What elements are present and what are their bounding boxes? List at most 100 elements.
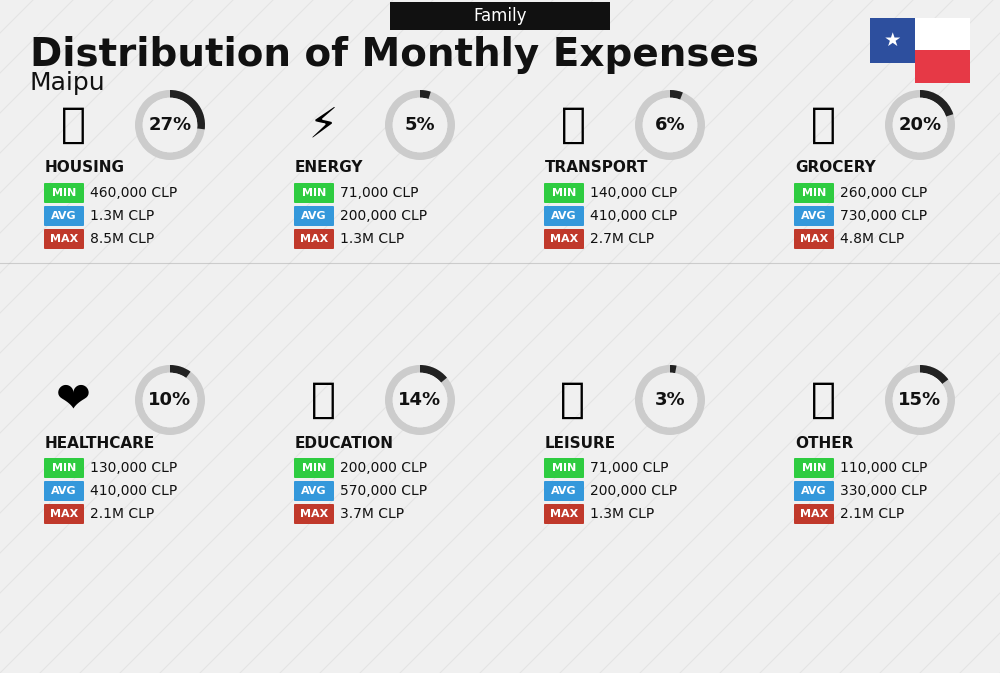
Text: 8.5M CLP: 8.5M CLP (90, 232, 154, 246)
Text: EDUCATION: EDUCATION (295, 435, 394, 450)
FancyBboxPatch shape (794, 229, 834, 249)
Wedge shape (385, 365, 455, 435)
Text: 71,000 CLP: 71,000 CLP (590, 461, 668, 475)
Text: MIN: MIN (802, 188, 826, 198)
Wedge shape (170, 90, 205, 129)
Text: 🛍️: 🛍️ (560, 379, 586, 421)
Text: ❤️: ❤️ (56, 379, 90, 421)
Text: 460,000 CLP: 460,000 CLP (90, 186, 177, 200)
Text: 200,000 CLP: 200,000 CLP (340, 461, 427, 475)
Wedge shape (635, 365, 705, 435)
Text: 2.1M CLP: 2.1M CLP (840, 507, 904, 521)
FancyBboxPatch shape (915, 18, 970, 83)
Text: 570,000 CLP: 570,000 CLP (340, 484, 427, 498)
Text: AVG: AVG (51, 211, 77, 221)
Text: MIN: MIN (302, 463, 326, 473)
FancyBboxPatch shape (44, 504, 84, 524)
Text: 20%: 20% (898, 116, 942, 134)
Text: GROCERY: GROCERY (795, 160, 876, 176)
FancyBboxPatch shape (544, 229, 584, 249)
Text: 200,000 CLP: 200,000 CLP (340, 209, 427, 223)
Text: 2.1M CLP: 2.1M CLP (90, 507, 154, 521)
Text: HOUSING: HOUSING (45, 160, 125, 176)
FancyBboxPatch shape (44, 481, 84, 501)
Text: 410,000 CLP: 410,000 CLP (590, 209, 677, 223)
Text: AVG: AVG (301, 211, 327, 221)
Text: 2.7M CLP: 2.7M CLP (590, 232, 654, 246)
Wedge shape (135, 365, 205, 435)
Circle shape (143, 373, 197, 427)
FancyBboxPatch shape (294, 458, 334, 478)
Text: 10%: 10% (148, 391, 192, 409)
Text: HEALTHCARE: HEALTHCARE (45, 435, 155, 450)
Text: MIN: MIN (552, 463, 576, 473)
FancyBboxPatch shape (44, 183, 84, 203)
FancyBboxPatch shape (44, 206, 84, 226)
Text: 🛒: 🛒 (810, 104, 836, 146)
Text: MIN: MIN (52, 188, 76, 198)
FancyBboxPatch shape (294, 183, 334, 203)
Text: AVG: AVG (551, 211, 577, 221)
FancyBboxPatch shape (794, 458, 834, 478)
FancyBboxPatch shape (294, 229, 334, 249)
FancyBboxPatch shape (794, 183, 834, 203)
Text: LEISURE: LEISURE (545, 435, 616, 450)
FancyBboxPatch shape (794, 206, 834, 226)
Text: MAX: MAX (300, 509, 328, 519)
Text: OTHER: OTHER (795, 435, 853, 450)
Text: MAX: MAX (550, 509, 578, 519)
Text: 730,000 CLP: 730,000 CLP (840, 209, 927, 223)
Wedge shape (885, 365, 955, 435)
Text: MAX: MAX (800, 234, 828, 244)
Text: 260,000 CLP: 260,000 CLP (840, 186, 927, 200)
FancyBboxPatch shape (544, 206, 584, 226)
Text: 200,000 CLP: 200,000 CLP (590, 484, 677, 498)
Text: 1.3M CLP: 1.3M CLP (90, 209, 154, 223)
Wedge shape (670, 90, 683, 100)
Circle shape (393, 373, 447, 427)
Text: Maipu: Maipu (30, 71, 106, 95)
FancyBboxPatch shape (544, 458, 584, 478)
Text: MIN: MIN (52, 463, 76, 473)
Text: 27%: 27% (148, 116, 192, 134)
Text: TRANSPORT: TRANSPORT (545, 160, 648, 176)
Text: ⚡: ⚡ (308, 104, 338, 146)
Circle shape (893, 373, 947, 427)
Text: 140,000 CLP: 140,000 CLP (590, 186, 677, 200)
Text: 410,000 CLP: 410,000 CLP (90, 484, 177, 498)
Wedge shape (420, 365, 447, 382)
Circle shape (893, 98, 947, 152)
Circle shape (393, 98, 447, 152)
FancyBboxPatch shape (44, 229, 84, 249)
Text: 🏢: 🏢 (60, 104, 86, 146)
Text: MAX: MAX (50, 509, 78, 519)
Wedge shape (920, 90, 953, 116)
Wedge shape (920, 365, 948, 384)
Text: MIN: MIN (302, 188, 326, 198)
Wedge shape (135, 90, 205, 160)
Text: Distribution of Monthly Expenses: Distribution of Monthly Expenses (30, 36, 759, 74)
FancyBboxPatch shape (294, 481, 334, 501)
Text: 🚌: 🚌 (560, 104, 586, 146)
FancyBboxPatch shape (544, 183, 584, 203)
FancyBboxPatch shape (794, 504, 834, 524)
Text: 14%: 14% (398, 391, 442, 409)
Circle shape (643, 98, 697, 152)
Text: Family: Family (473, 7, 527, 25)
Text: 6%: 6% (655, 116, 685, 134)
Text: 4.8M CLP: 4.8M CLP (840, 232, 904, 246)
Text: ENERGY: ENERGY (295, 160, 364, 176)
Text: 5%: 5% (405, 116, 435, 134)
FancyBboxPatch shape (794, 481, 834, 501)
Text: MIN: MIN (802, 463, 826, 473)
Text: 330,000 CLP: 330,000 CLP (840, 484, 927, 498)
Text: 🎓: 🎓 (310, 379, 336, 421)
Text: AVG: AVG (801, 486, 827, 496)
Text: 3%: 3% (655, 391, 685, 409)
Text: 110,000 CLP: 110,000 CLP (840, 461, 927, 475)
Wedge shape (385, 90, 455, 160)
Text: 130,000 CLP: 130,000 CLP (90, 461, 177, 475)
Text: AVG: AVG (801, 211, 827, 221)
Text: 1.3M CLP: 1.3M CLP (590, 507, 654, 521)
Text: AVG: AVG (551, 486, 577, 496)
